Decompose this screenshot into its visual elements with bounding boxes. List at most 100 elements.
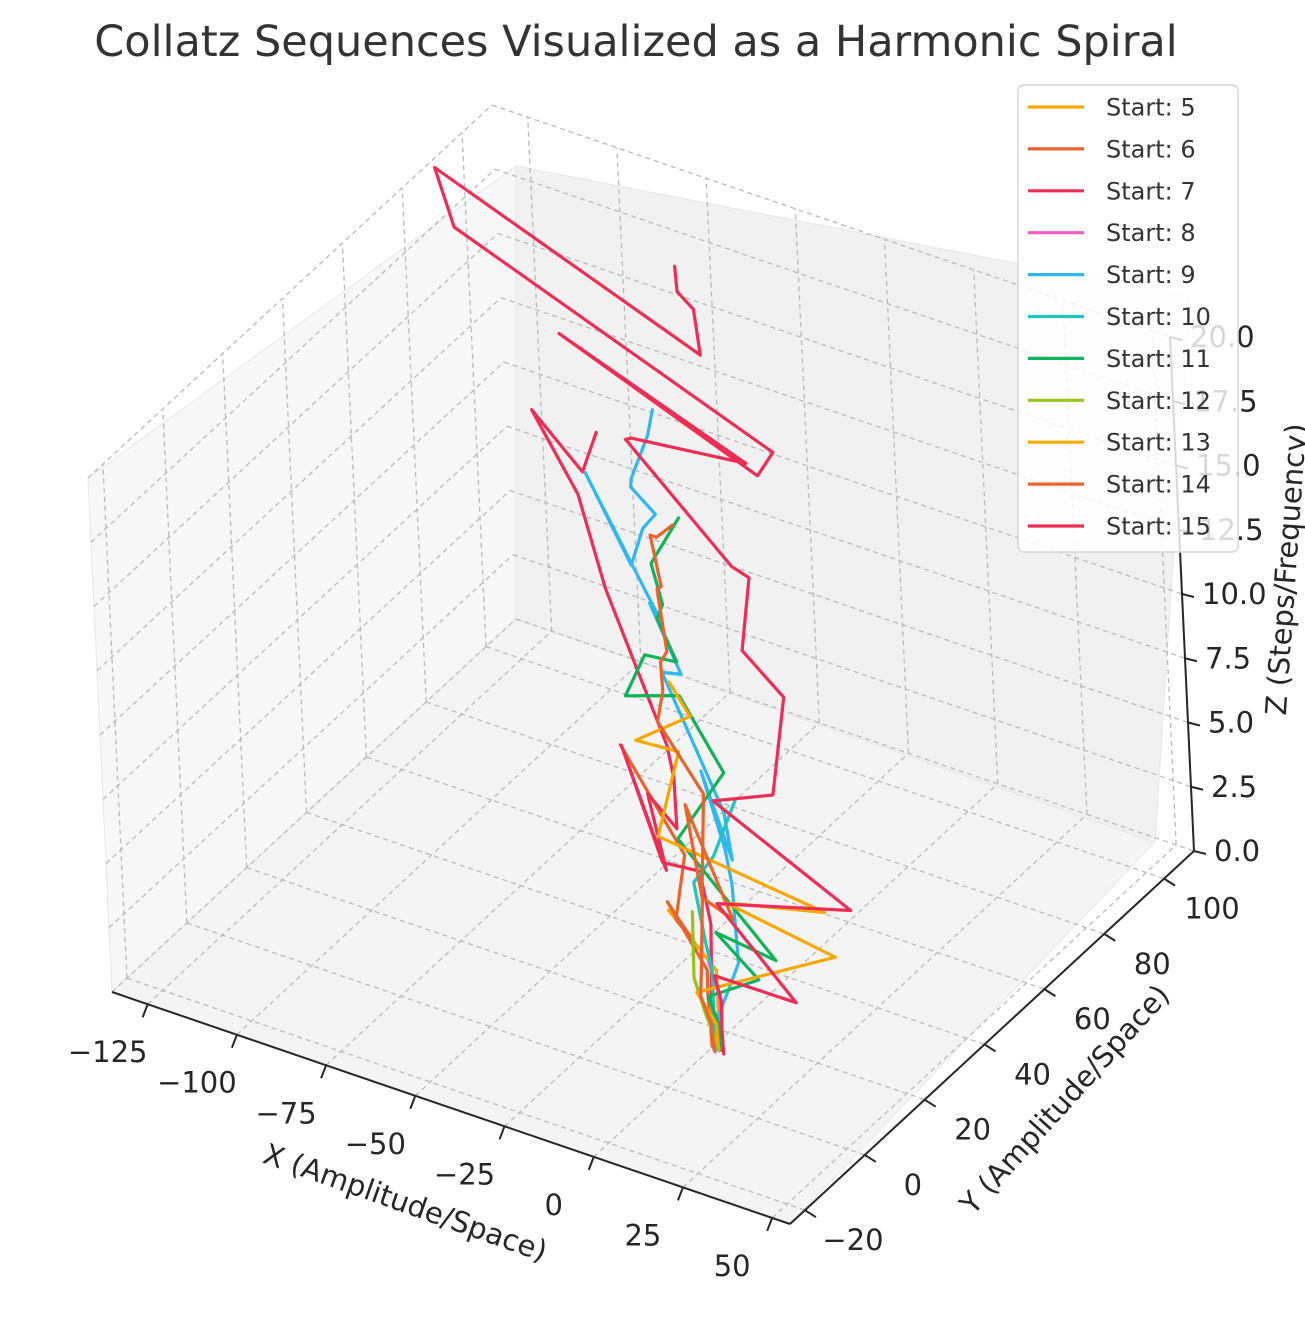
x-gridline-floor <box>771 844 1177 1219</box>
z-gridline-left <box>111 618 517 993</box>
y-gridline-left <box>281 298 308 813</box>
legend-label: Start: 12 <box>1106 387 1211 415</box>
z-gridline-left <box>108 554 514 929</box>
z-tick-label: 10.0 <box>1202 577 1267 611</box>
series-line-start-15 <box>433 165 853 1056</box>
legend-label: Start: 14 <box>1106 471 1211 499</box>
y-tick-mark <box>924 1098 937 1108</box>
y-tick-mark <box>1103 933 1116 942</box>
z-tick-label: 0.0 <box>1214 834 1260 868</box>
z-tick-label: 2.5 <box>1211 770 1257 804</box>
x-tick-mark <box>677 1187 684 1201</box>
x-gridline-floor <box>682 813 1088 1188</box>
y-gridline-floor <box>126 977 806 1211</box>
y-tick-label: 80 <box>1134 947 1171 981</box>
x-gridline-back <box>1062 300 1088 815</box>
legend-label: Start: 6 <box>1106 135 1196 163</box>
y-gridline-left <box>162 408 188 923</box>
x-tick-label: −50 <box>345 1127 406 1161</box>
y-tick-mark <box>804 1209 817 1219</box>
z-gridline-left <box>93 233 499 607</box>
x-tick-mark <box>498 1125 506 1140</box>
x-tick-label: −25 <box>434 1157 495 1191</box>
y-tick-mark <box>1163 877 1176 887</box>
x-tick-label: −125 <box>68 1035 148 1069</box>
x-gridline-floor <box>593 783 999 1158</box>
z-gridline-back <box>503 361 1183 595</box>
series-line-start-14 <box>648 523 735 1052</box>
z-tick-mark <box>1190 785 1204 791</box>
z-gridline-back <box>506 425 1186 659</box>
z-gridline-left <box>90 168 496 543</box>
z-gridline-back <box>509 489 1189 724</box>
y-tick-label: 40 <box>1014 1057 1051 1091</box>
z-tick-mark <box>1187 721 1201 727</box>
y-gridline-left <box>461 132 487 647</box>
x-gridline-back <box>883 239 910 754</box>
y-gridline-left <box>341 243 368 758</box>
y-gridline-floor <box>246 867 925 1101</box>
legend-label: Start: 9 <box>1106 261 1196 289</box>
y-axis-line <box>789 850 1195 1225</box>
y-tick-mark <box>983 1043 997 1053</box>
x-gridline-floor <box>147 630 553 1005</box>
y-tick-mark <box>1043 988 1056 997</box>
x-gridline-back <box>705 178 731 693</box>
x-gridline-floor <box>325 691 731 1066</box>
z-gridline-left <box>87 104 493 479</box>
x-tick-label: 0 <box>545 1188 563 1222</box>
legend-label: Start: 15 <box>1106 513 1211 541</box>
y-gridline-left <box>102 464 128 979</box>
legend-label: Start: 8 <box>1106 219 1196 247</box>
z-gridline-left <box>102 425 508 800</box>
y-tick-label: 20 <box>954 1113 991 1147</box>
y-gridline-floor <box>186 922 866 1156</box>
chart-title: Collatz Sequences Visualized as a Harmon… <box>94 17 1177 67</box>
y-gridline-left <box>222 353 248 868</box>
x-tick-mark <box>141 1003 149 1018</box>
y-tick-label: 60 <box>1074 1002 1111 1036</box>
x-tick-mark <box>587 1156 595 1171</box>
grid-lines <box>87 104 1195 1219</box>
x-tick-label: 50 <box>714 1249 751 1283</box>
x-gridline-floor <box>236 661 642 1036</box>
y-tick-label: 0 <box>904 1168 922 1202</box>
y-gridline-floor <box>426 701 1105 935</box>
x-tick-mark <box>409 1095 417 1110</box>
legend-label: Start: 5 <box>1106 94 1196 122</box>
y-gridline-left <box>401 187 427 702</box>
z-tick-label: 5.0 <box>1208 706 1254 740</box>
x-tick-label: −75 <box>256 1096 317 1130</box>
y-tick-label: −20 <box>822 1223 883 1257</box>
legend-label: Start: 10 <box>1106 303 1211 331</box>
z-tick-label: 7.5 <box>1205 641 1251 675</box>
z-gridline-back <box>515 618 1195 852</box>
x-tick-mark <box>766 1217 774 1232</box>
x-gridline-back <box>1151 330 1177 845</box>
legend-label: Start: 11 <box>1106 345 1211 373</box>
series-line-start-9 <box>583 408 741 1053</box>
x-gridline-floor <box>414 722 820 1097</box>
z-tick-mark <box>1184 657 1198 663</box>
y-tick-label: 100 <box>1184 892 1239 926</box>
x-tick-label: −100 <box>157 1066 237 1100</box>
z-tick-mark <box>1193 850 1207 855</box>
legend-label: Start: 13 <box>1106 429 1211 457</box>
y-tick-mark <box>864 1154 877 1163</box>
legend: Start: 5 Start: 6 Start: 7 Start: 8 Start: 9… <box>1017 84 1239 553</box>
y-gridline-floor <box>366 756 1045 990</box>
z-gridline-back <box>512 554 1192 788</box>
y-gridline-floor <box>306 811 985 1046</box>
z-gridline-left <box>105 490 511 864</box>
x-gridline-back <box>973 269 999 784</box>
z-tick-mark <box>1181 593 1195 598</box>
x-gridline-back <box>527 117 553 632</box>
x-tick-label: 25 <box>624 1218 661 1252</box>
x-tick-mark <box>230 1034 238 1049</box>
x-gridline-back <box>794 208 820 723</box>
z-axis-label: Z (Steps/Frequency) <box>1259 422 1305 716</box>
x-tick-mark <box>320 1064 328 1079</box>
series-lines <box>433 165 853 1056</box>
x-axis-line <box>111 991 791 1225</box>
